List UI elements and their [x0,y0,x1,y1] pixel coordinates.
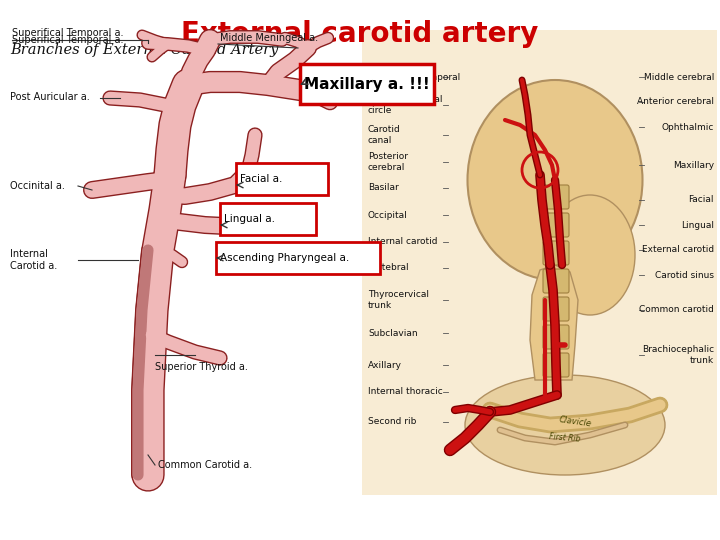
Text: Vertebral: Vertebral [368,264,410,273]
FancyBboxPatch shape [543,213,569,237]
FancyBboxPatch shape [543,325,569,349]
Text: Post Auricular a.: Post Auricular a. [10,92,90,102]
Polygon shape [530,265,578,380]
Text: Brachiocephalic
trunk: Brachiocephalic trunk [642,345,714,364]
Text: Facial a.: Facial a. [240,174,282,184]
FancyBboxPatch shape [216,242,380,274]
FancyBboxPatch shape [543,353,569,377]
Text: Thyrocervical
trunk: Thyrocervical trunk [368,291,429,310]
FancyBboxPatch shape [220,203,316,235]
Text: Maxillary a. !!!: Maxillary a. !!! [304,77,430,91]
FancyBboxPatch shape [300,64,434,104]
Ellipse shape [467,80,642,280]
Text: Facial: Facial [688,195,714,205]
Text: Occinital a.: Occinital a. [10,181,65,191]
Text: Cerebral arterial
circle: Cerebral arterial circle [368,95,443,114]
FancyBboxPatch shape [543,297,569,321]
FancyBboxPatch shape [543,241,569,265]
Text: Basilar: Basilar [368,184,399,192]
Text: First Rib: First Rib [549,432,581,444]
Text: Posterior
cerebral: Posterior cerebral [368,152,408,172]
Text: Middle cerebral: Middle cerebral [644,72,714,82]
Text: Anterior cerebral: Anterior cerebral [637,98,714,106]
Text: Internal thoracic: Internal thoracic [368,388,443,396]
Text: Superifical Temporal a.: Superifical Temporal a. [12,35,124,45]
Text: Branches of External Carotid Artery: Branches of External Carotid Artery [10,43,279,57]
Text: Middle Meningeal a.: Middle Meningeal a. [220,33,318,43]
Text: Second rib: Second rib [368,417,416,427]
Text: Ascending Pharyngeal a.: Ascending Pharyngeal a. [220,253,349,263]
Text: Axillary: Axillary [368,361,402,369]
Text: Superifical Temporal a.: Superifical Temporal a. [12,28,124,38]
FancyBboxPatch shape [2,30,357,495]
FancyBboxPatch shape [362,30,717,495]
Ellipse shape [545,195,635,315]
Ellipse shape [465,375,665,475]
Text: Occipital: Occipital [368,211,408,219]
FancyBboxPatch shape [543,185,569,209]
Text: External carotid artery: External carotid artery [181,20,539,48]
Text: Superior Thyroid a.: Superior Thyroid a. [155,362,248,372]
Text: Superficial temporal: Superficial temporal [368,72,460,82]
Text: Common Carotid a.: Common Carotid a. [158,460,252,470]
Text: Lingual: Lingual [681,220,714,230]
Text: Internal
Carotid a.: Internal Carotid a. [10,249,58,271]
FancyBboxPatch shape [236,163,328,195]
Text: Ophthalmic: Ophthalmic [662,123,714,132]
Text: Common carotid: Common carotid [639,306,714,314]
Text: Clavicle: Clavicle [558,415,592,429]
Text: Internal carotid: Internal carotid [368,238,438,246]
Text: Carotid sinus: Carotid sinus [655,271,714,280]
Text: External carotid: External carotid [642,246,714,254]
FancyBboxPatch shape [543,269,569,293]
Text: Maxillary: Maxillary [673,160,714,170]
Text: Subclavian: Subclavian [368,328,418,338]
Text: Lingual a.: Lingual a. [224,214,275,224]
Text: Carotid
canal: Carotid canal [368,125,401,145]
